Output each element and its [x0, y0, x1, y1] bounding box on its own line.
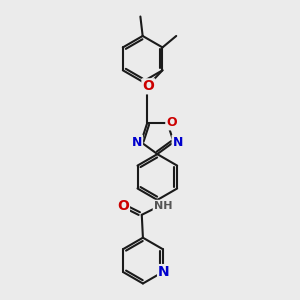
- Text: N: N: [172, 136, 183, 148]
- Text: NH: NH: [154, 201, 172, 211]
- Text: N: N: [132, 136, 142, 148]
- Text: O: O: [117, 199, 129, 213]
- Text: N: N: [158, 265, 170, 279]
- Text: O: O: [142, 79, 154, 93]
- Text: O: O: [166, 116, 177, 129]
